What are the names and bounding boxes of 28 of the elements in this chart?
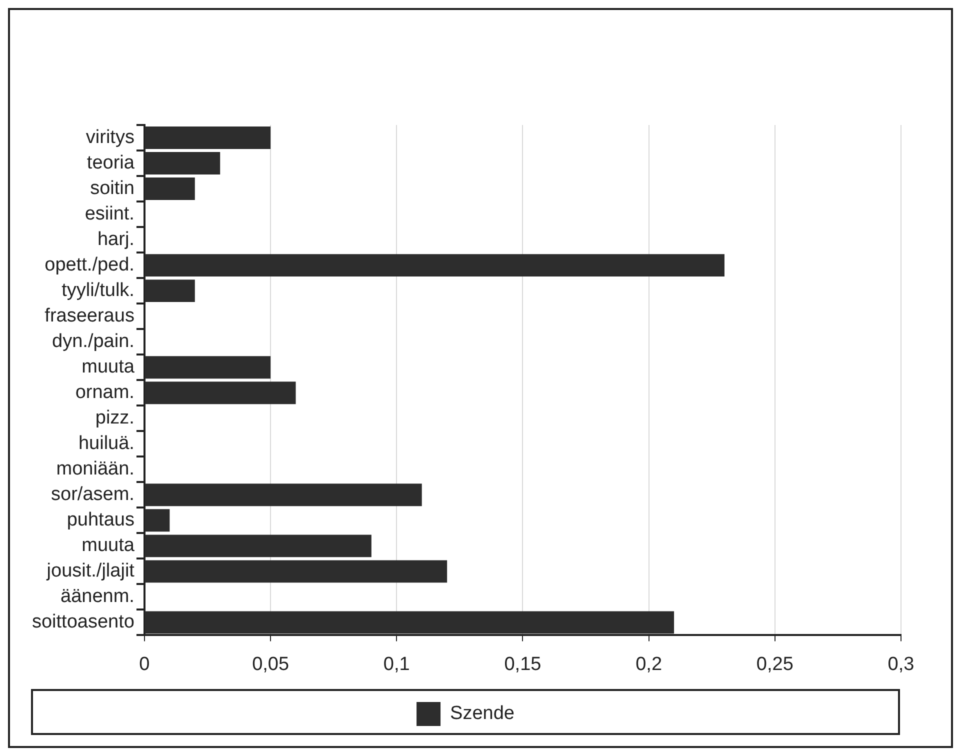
x-tick-label: 0,3 bbox=[888, 654, 914, 675]
x-tick-label: 0,15 bbox=[504, 654, 542, 675]
y-tick-label: muuta bbox=[82, 356, 135, 378]
y-tick-label: esiint. bbox=[84, 204, 134, 225]
y-tick-label: fraseeraus bbox=[44, 306, 134, 327]
x-tick-label: 0,1 bbox=[383, 654, 410, 675]
x-tick-label: 0,2 bbox=[636, 654, 662, 675]
y-tick-label: ornam. bbox=[75, 382, 134, 404]
legend-label: Szende bbox=[450, 703, 514, 724]
x-tick-label: 0,25 bbox=[756, 654, 794, 675]
y-tick-label: jousit./jlajit bbox=[46, 560, 136, 582]
y-tick-label: pizz. bbox=[95, 408, 134, 429]
y-tick-label: sor/asem. bbox=[51, 484, 134, 506]
x-tick-label: 0 bbox=[139, 654, 150, 675]
y-tick-label: harj. bbox=[97, 229, 134, 250]
y-tick-label: moniään. bbox=[56, 458, 134, 480]
y-tick-label: puhtaus bbox=[66, 510, 134, 531]
y-tick-label: dyn./pain. bbox=[52, 331, 134, 352]
y-tick-label: äänenm. bbox=[60, 586, 134, 608]
y-tick-label: opett./ped. bbox=[44, 254, 134, 276]
y-tick-label: soitin bbox=[90, 178, 134, 200]
y-tick-label: tyyli/tulk. bbox=[62, 280, 134, 302]
y-tick-label: muuta bbox=[82, 535, 135, 556]
y-tick-label: teoria bbox=[86, 152, 135, 174]
x-tick-label: 0,05 bbox=[252, 654, 290, 675]
y-tick-label: huiluä. bbox=[78, 433, 134, 454]
y-tick-label: soittoasento bbox=[32, 612, 134, 633]
y-tick-label: viritys bbox=[86, 126, 134, 148]
